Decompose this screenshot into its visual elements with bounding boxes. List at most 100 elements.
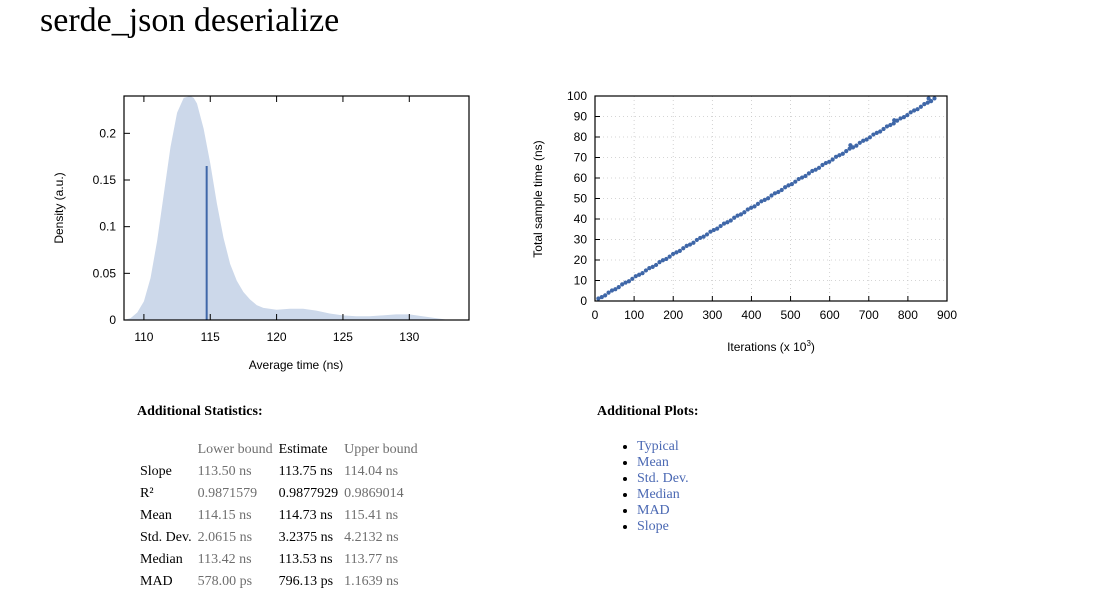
regression-point <box>867 135 873 140</box>
regression-point <box>745 207 750 212</box>
regression-x-tick-label: 0 <box>592 308 599 322</box>
upper-bound-value: 1.1639 ns <box>344 574 399 589</box>
row-label: MAD <box>140 574 173 589</box>
estimate-value: 3.2375 ns <box>278 530 334 545</box>
estimate-value: 114.73 ns <box>278 508 333 523</box>
pdf-ticks: 110 115 120 125 130 0 0.05 0.1 0.15 0.2 <box>93 96 420 344</box>
regression-y-axis-label: Total sample time (ns) <box>531 140 545 257</box>
regression-y-tick-label: 0 <box>580 294 587 308</box>
regression-x-axis-label-exponent: 3 <box>806 339 811 348</box>
plot-list-item: Typical <box>637 439 689 455</box>
regression-point <box>647 266 652 271</box>
regression-x-axis-label: Iterations (x 103) <box>727 339 815 354</box>
regression-point <box>888 122 893 128</box>
statistics-row: Slope 113.50 ns 113.75 ns 114.04 ns <box>137 461 421 483</box>
pdf-x-tick-label: 125 <box>333 330 353 344</box>
regression-point <box>918 104 924 109</box>
regression-point <box>932 96 937 101</box>
regression-point <box>664 256 669 262</box>
regression-point <box>609 288 615 293</box>
regression-y-tick-label: 30 <box>574 233 588 247</box>
additional-statistics-heading: Additional Statistics: <box>137 404 263 419</box>
regression-point <box>630 276 635 281</box>
regression-point <box>718 223 723 229</box>
regression-point <box>762 197 767 202</box>
regression-point <box>878 129 883 134</box>
estimate-value: 113.75 ns <box>278 464 333 479</box>
regression-point <box>901 115 907 120</box>
regression-point <box>742 210 747 215</box>
regression-point <box>650 264 655 269</box>
regression-point <box>783 185 788 190</box>
statistics-header-blank <box>137 439 195 461</box>
plot-link-median[interactable]: Median <box>637 487 680 502</box>
header-estimate: Estimate <box>278 442 328 457</box>
lower-bound-value: 113.50 ns <box>197 464 252 479</box>
pdf-y-tick-label: 0.05 <box>93 266 117 280</box>
regression-y-tick-label: 80 <box>574 130 588 144</box>
regression-point <box>606 290 611 295</box>
pdf-chart: 110 115 120 125 130 0 0.05 0.1 0.15 0.2 Average t… <box>52 95 470 372</box>
regression-y-tick-label: 40 <box>574 212 588 226</box>
regression-point <box>749 205 754 210</box>
regression-point <box>738 212 744 217</box>
regression-point <box>871 132 876 137</box>
regression-point <box>857 140 862 145</box>
regression-point <box>728 218 733 223</box>
regression-point <box>654 262 659 268</box>
plot-link-std-dev[interactable]: Std. Dev. <box>637 471 689 486</box>
regression-x-tick-label: 500 <box>781 308 801 322</box>
regression-point <box>922 102 927 107</box>
regression-point <box>854 143 859 148</box>
plot-link-mad[interactable]: MAD <box>637 503 670 518</box>
regression-point <box>715 226 720 231</box>
lower-bound-value: 0.9871579 <box>197 486 258 501</box>
regression-point <box>830 157 835 162</box>
header-upper-bound: Upper bound <box>344 442 418 457</box>
regression-point <box>660 258 665 263</box>
regression-point <box>681 246 686 251</box>
regression-point <box>898 116 903 121</box>
regression-point <box>755 201 761 206</box>
plot-list-item: Mean <box>637 455 689 471</box>
regression-point <box>789 181 794 187</box>
regression-x-axis-label-suffix: ) <box>811 340 815 354</box>
regression-point <box>786 183 791 188</box>
estimate-value: 796.13 ps <box>278 574 334 589</box>
regression-point <box>892 118 897 123</box>
regression-x-tick-label: 400 <box>741 308 761 322</box>
regression-point <box>613 287 618 292</box>
regression-point <box>844 149 849 154</box>
regression-point <box>640 271 645 276</box>
pdf-x-tick-label: 115 <box>201 330 220 344</box>
regression-x-tick-label: 800 <box>898 308 918 322</box>
plot-list-item: Median <box>637 487 689 503</box>
regression-point <box>711 227 716 233</box>
plot-link-mean[interactable]: Mean <box>637 455 669 470</box>
plot-link-slope[interactable]: Slope <box>637 519 669 534</box>
regression-point <box>915 107 920 112</box>
pdf-x-tick-label: 130 <box>399 330 419 344</box>
pdf-x-tick-label: 110 <box>134 330 153 344</box>
plot-link-typical[interactable]: Typical <box>637 439 679 454</box>
regression-point <box>687 242 693 247</box>
row-label: R² <box>140 486 154 501</box>
regression-point <box>732 215 737 220</box>
regression-point <box>813 167 818 172</box>
regression-point <box>827 159 832 164</box>
regression-point <box>667 254 672 259</box>
regression-y-tick-label: 60 <box>574 171 588 185</box>
pdf-y-tick-label: 0.1 <box>99 220 116 234</box>
regression-point <box>833 154 839 159</box>
lower-bound-value: 113.42 ns <box>197 552 252 567</box>
regression-y-tick-label: 90 <box>574 110 588 124</box>
statistics-header-row: Lower bound Estimate Upper bound <box>137 439 421 461</box>
lower-bound-value: 114.15 ns <box>197 508 252 523</box>
regression-y-tick-label: 20 <box>574 253 588 267</box>
regression-x-tick-label: 900 <box>937 308 957 322</box>
regression-point <box>626 279 632 284</box>
regression-point <box>752 204 757 209</box>
regression-point <box>861 138 866 143</box>
regression-point <box>691 240 696 245</box>
regression-point <box>599 294 604 300</box>
